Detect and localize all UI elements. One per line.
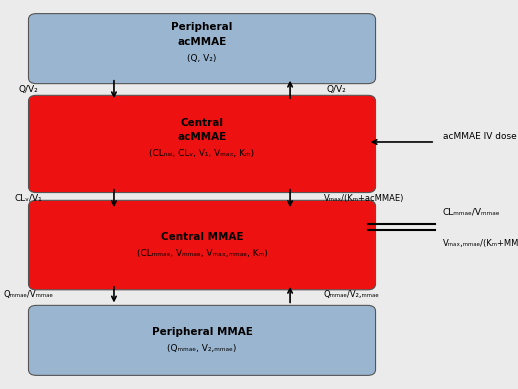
- Text: Peripheral MMAE: Peripheral MMAE: [152, 327, 252, 337]
- Text: acMMAE: acMMAE: [177, 37, 227, 47]
- Text: CLₘₘₐₑ/Vₘₘₐₑ: CLₘₘₐₑ/Vₘₘₐₑ: [443, 207, 500, 217]
- Text: Central MMAE: Central MMAE: [161, 231, 243, 242]
- Text: Peripheral: Peripheral: [171, 22, 233, 32]
- FancyBboxPatch shape: [28, 305, 376, 375]
- Text: (Qₘₘₐₑ, V₂,ₘₘₐₑ): (Qₘₘₐₑ, V₂,ₘₘₐₑ): [167, 344, 237, 354]
- Text: Vₘₐₓ/(Kₘ+acMMAE): Vₘₐₓ/(Kₘ+acMMAE): [324, 194, 404, 203]
- Text: CLᵥ/V₁: CLᵥ/V₁: [15, 194, 42, 203]
- Text: (Q, V₂): (Q, V₂): [188, 54, 217, 63]
- Text: Q/V₂: Q/V₂: [19, 85, 38, 94]
- Text: Central: Central: [180, 117, 224, 128]
- FancyBboxPatch shape: [28, 95, 376, 193]
- Text: (CLₘₘₐₑ, Vₘₘₐₑ, Vₘₐₓ,ₘₘₐₑ, Kₘ): (CLₘₘₐₑ, Vₘₘₐₑ, Vₘₐₓ,ₘₘₐₑ, Kₘ): [137, 249, 267, 258]
- FancyBboxPatch shape: [28, 14, 376, 84]
- Text: (CLₙₐₗ, CLᵥ, V₁, Vₘₐₓ, Kₘ): (CLₙₐₗ, CLᵥ, V₁, Vₘₐₓ, Kₘ): [150, 149, 254, 158]
- Text: Q/V₂: Q/V₂: [327, 85, 347, 94]
- Text: Qₘₘₐₑ/Vₘₘₐₑ: Qₘₘₐₑ/Vₘₘₐₑ: [4, 290, 53, 299]
- FancyBboxPatch shape: [28, 200, 376, 290]
- Text: acMMAE IV dose: acMMAE IV dose: [443, 131, 516, 141]
- Text: Vₘₐₓ,ₘₘₐₑ/(Kₘ+MMAE): Vₘₐₓ,ₘₘₐₑ/(Kₘ+MMAE): [443, 238, 518, 248]
- Text: Qₘₘₐₑ/V₂,ₘₘₐₑ: Qₘₘₐₑ/V₂,ₘₘₐₑ: [324, 290, 380, 299]
- Text: acMMAE: acMMAE: [177, 132, 227, 142]
